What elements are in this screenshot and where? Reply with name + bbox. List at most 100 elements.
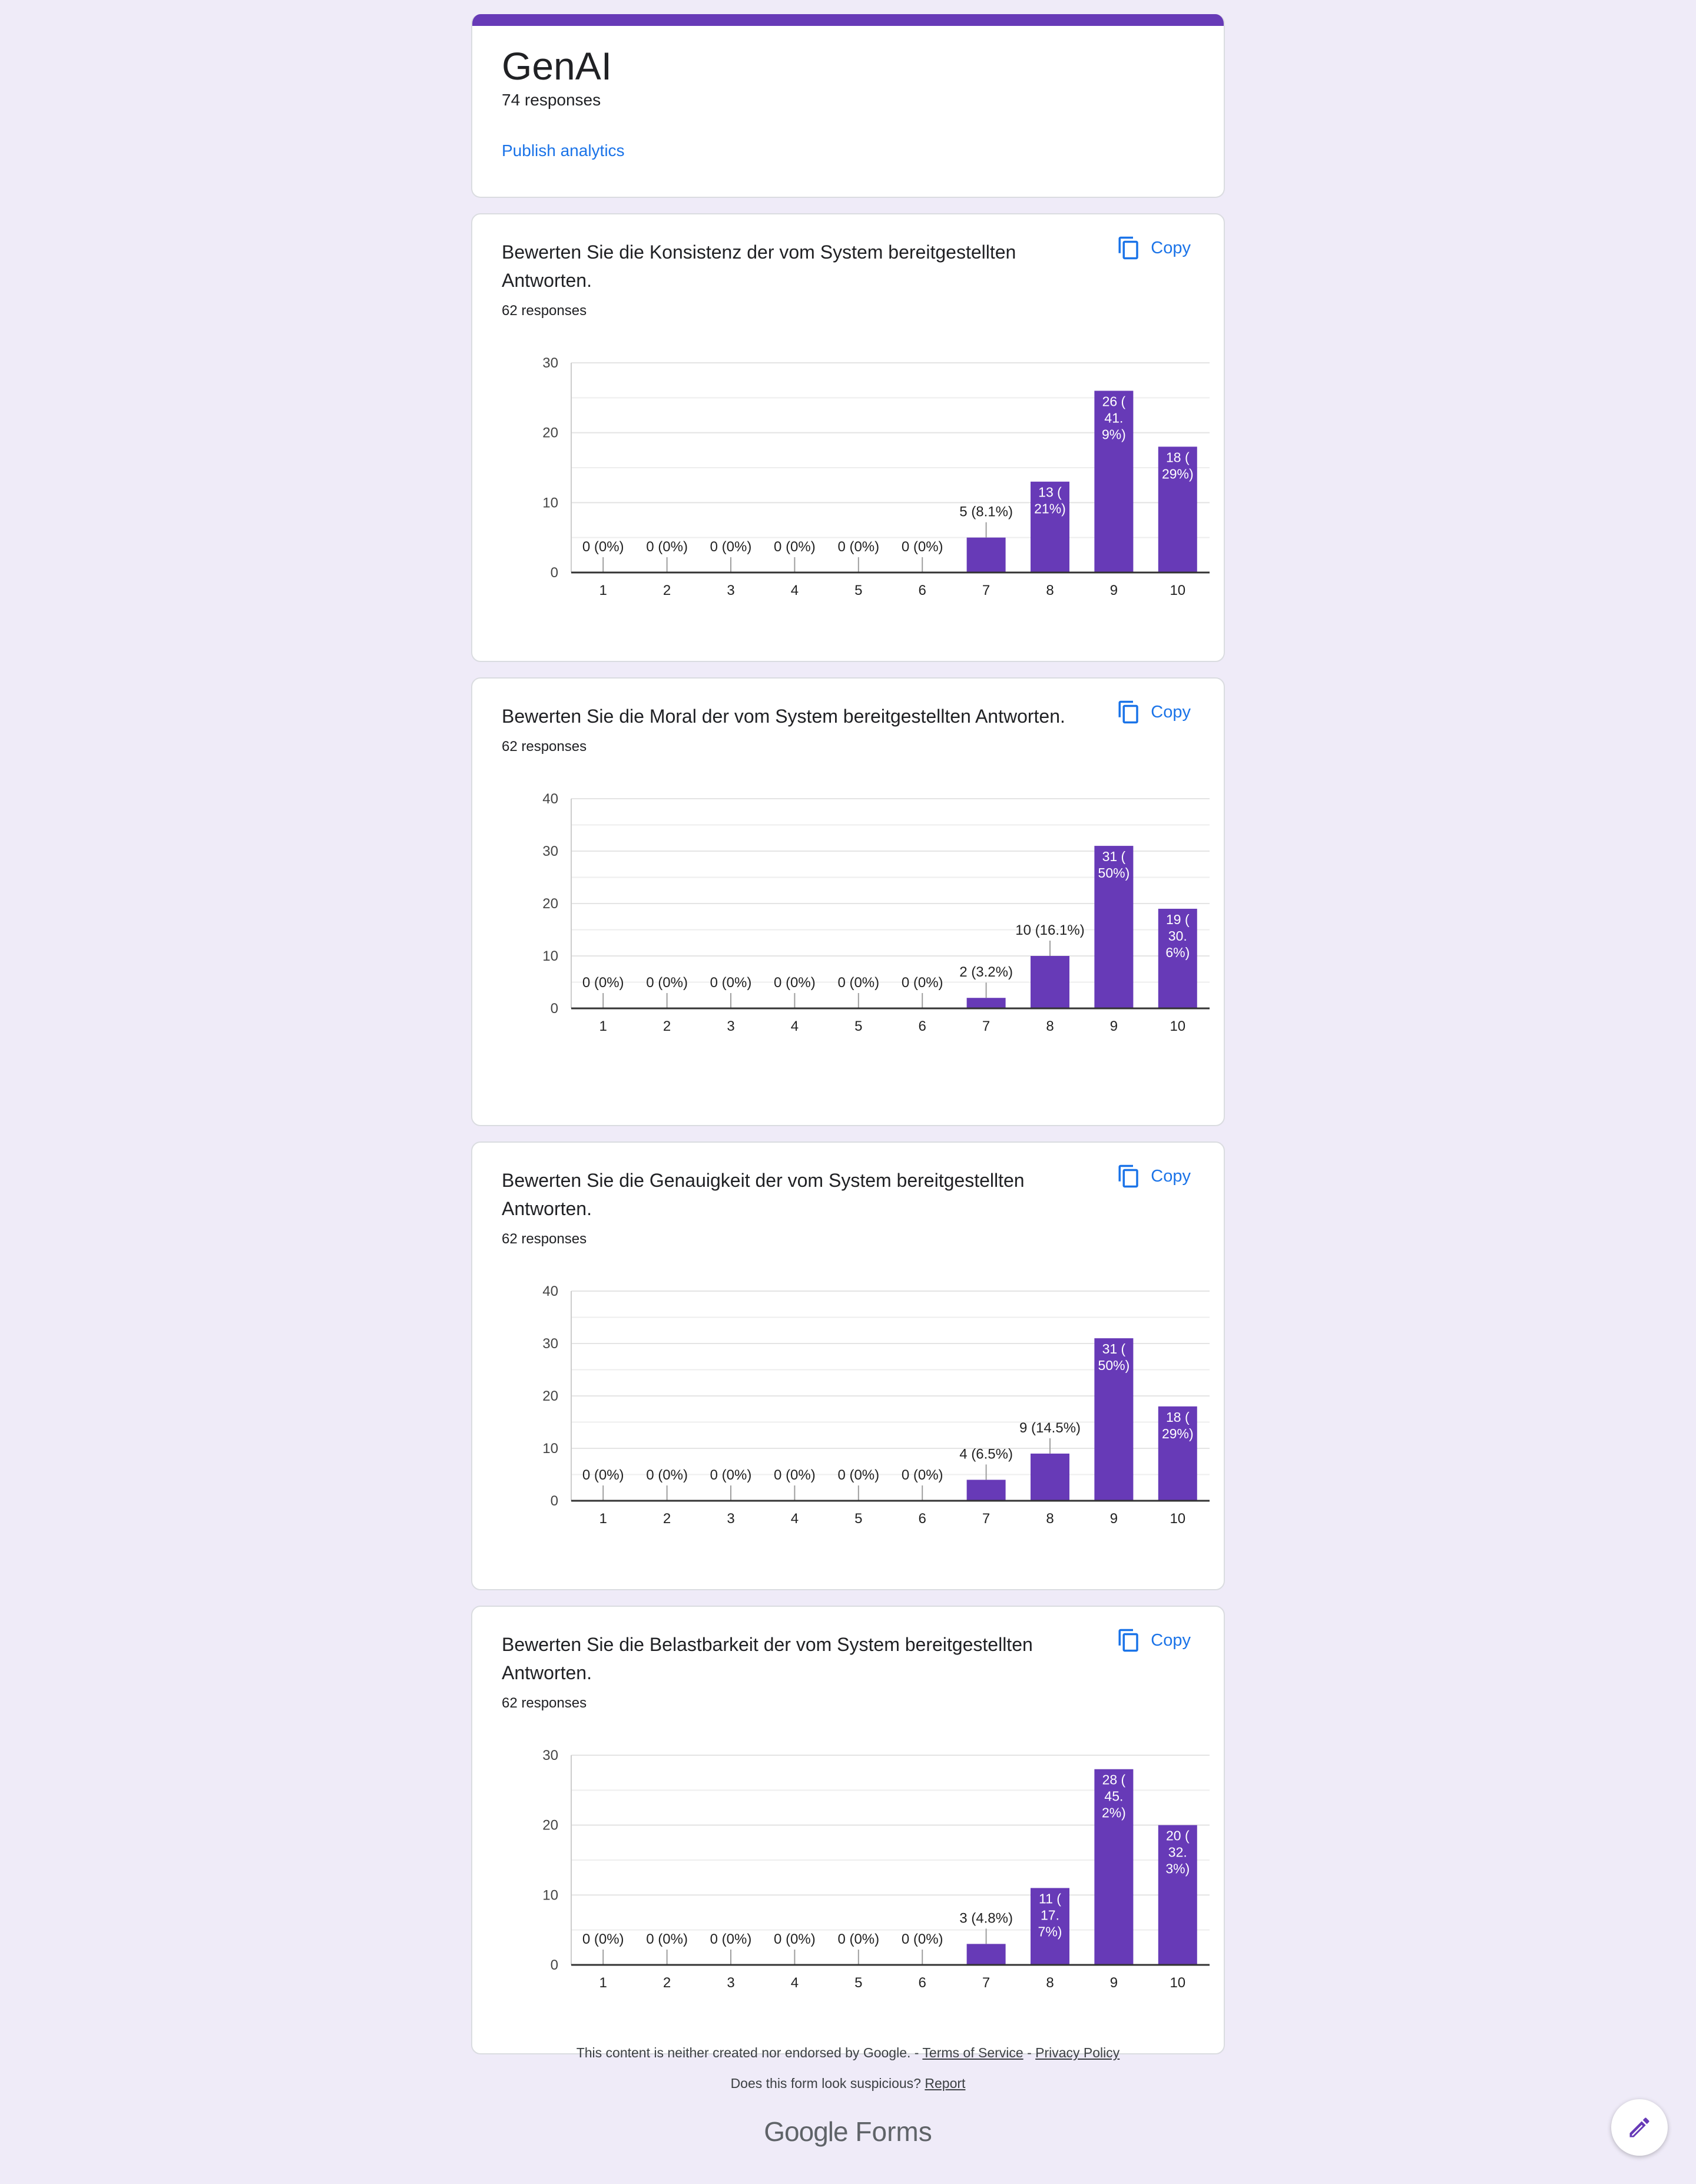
data-label: 0 (0%): [837, 539, 879, 555]
data-label: 29%): [1162, 1426, 1194, 1441]
data-label: 11 (: [1039, 1891, 1061, 1906]
question-card-1: Bewerten Sie die Konsistenz der vom Syst…: [471, 213, 1225, 662]
data-label: 3 (4.8%): [959, 1910, 1013, 1926]
copy-chart-button[interactable]: Copy: [1117, 236, 1191, 260]
question-card-2: Bewerten Sie die Moral der vom System be…: [471, 677, 1225, 1126]
data-label: 3%): [1165, 1861, 1190, 1877]
question-response-count: 62 responses: [502, 1231, 587, 1247]
x-tick-label: 1: [599, 1018, 607, 1034]
x-tick-label: 6: [919, 1511, 926, 1527]
copy-icon: [1118, 236, 1139, 260]
question-card-3: Bewerten Sie die Genauigkeit der vom Sys…: [471, 1141, 1225, 1590]
x-tick-label: 9: [1110, 1018, 1118, 1034]
publish-analytics-link[interactable]: Publish analytics: [502, 141, 625, 160]
bar: [1094, 1338, 1134, 1501]
x-tick-label: 7: [982, 1975, 990, 1991]
report-link[interactable]: Report: [925, 2076, 966, 2091]
bar: [1094, 391, 1134, 573]
data-label: 13 (: [1038, 485, 1062, 500]
question-title: Bewerten Sie die Konsistenz der vom Syst…: [502, 241, 1016, 291]
y-tick-label: 20: [542, 425, 558, 441]
data-label: 29%): [1162, 466, 1194, 481]
x-tick-label: 9: [1110, 1511, 1118, 1527]
bar: [1158, 1406, 1197, 1501]
y-tick-label: 20: [542, 896, 558, 912]
data-label: 6%): [1165, 945, 1190, 960]
x-tick-label: 2: [663, 1018, 671, 1034]
question-card-4: Bewerten Sie die Belastbarkeit der vom S…: [471, 1606, 1225, 2054]
bar: [1158, 446, 1197, 573]
bar: [966, 1944, 1006, 1965]
copy-icon: [1118, 1629, 1139, 1652]
question-title: Bewerten Sie die Moral der vom System be…: [502, 706, 1065, 727]
data-label: 0 (0%): [646, 1931, 688, 1947]
copy-label: Copy: [1151, 702, 1191, 722]
privacy-policy-link[interactable]: Privacy Policy: [1035, 2045, 1120, 2060]
data-label: 0 (0%): [710, 975, 752, 991]
bar-chart: 0 10 20 30 0 (0%) 1 0 (0%) 2 0 (0%) 3 0 (0%) 4 0 (0%…: [542, 1748, 1210, 1991]
copy-label: Copy: [1151, 1630, 1191, 1650]
x-tick-label: 9: [1110, 583, 1118, 598]
x-tick-label: 4: [791, 1018, 799, 1034]
x-tick-label: 2: [663, 583, 671, 598]
pencil-icon: [1629, 2117, 1649, 2137]
data-label: 0 (0%): [582, 1931, 624, 1947]
data-label: 30.: [1168, 928, 1187, 944]
data-label: 0 (0%): [774, 1467, 816, 1483]
x-tick-label: 1: [599, 1511, 607, 1527]
disclaimer-text: This content is neither created nor endo…: [576, 2045, 919, 2060]
data-label: 50%): [1098, 865, 1130, 881]
data-label: 20 (: [1166, 1828, 1190, 1844]
x-tick-label: 8: [1046, 583, 1054, 598]
data-label: 0 (0%): [902, 1467, 943, 1483]
y-tick-label: 0: [551, 1001, 558, 1017]
data-label: 2%): [1102, 1805, 1126, 1821]
bar: [1031, 481, 1069, 573]
terms-of-service-link[interactable]: Terms of Service: [922, 2045, 1023, 2060]
data-label: 21%): [1034, 501, 1066, 517]
data-label: 0 (0%): [710, 1467, 752, 1483]
data-label: 19 (: [1166, 912, 1190, 927]
bar-chart: 0 10 20 30 0 (0%) 1 0 (0%) 2 0 (0%) 3 0 (0%) 4 0 (0%…: [542, 355, 1210, 598]
copy-label: Copy: [1151, 1166, 1191, 1186]
question-title: Bewerten Sie die Belastbarkeit der vom S…: [502, 1634, 1033, 1683]
copy-icon: [1118, 1164, 1139, 1188]
bar: [966, 537, 1006, 573]
data-label: 0 (0%): [837, 1931, 879, 1947]
x-tick-label: 6: [919, 1018, 926, 1034]
y-tick-label: 20: [542, 1818, 558, 1834]
data-label: 41.: [1104, 410, 1123, 425]
data-label: 0 (0%): [646, 1467, 688, 1483]
copy-icon: [1118, 700, 1139, 724]
copy-chart-button[interactable]: Copy: [1117, 1164, 1191, 1189]
x-tick-label: 2: [663, 1511, 671, 1527]
form-header-card: GenAI 74 responses Publish analytics: [471, 14, 1225, 198]
y-tick-label: 10: [542, 1441, 558, 1457]
data-label: 0 (0%): [582, 975, 624, 991]
copy-chart-button[interactable]: Copy: [1117, 1628, 1191, 1653]
x-tick-label: 3: [727, 583, 734, 598]
question-title: Bewerten Sie die Genauigkeit der vom Sys…: [502, 1170, 1025, 1219]
x-tick-label: 3: [727, 1975, 734, 1991]
data-label: 17.: [1041, 1907, 1059, 1922]
y-tick-label: 30: [542, 1336, 558, 1352]
data-label: 0 (0%): [710, 539, 752, 555]
x-tick-label: 10: [1170, 583, 1185, 598]
data-label: 9%): [1102, 426, 1126, 442]
data-label: 0 (0%): [902, 539, 943, 555]
data-label: 0 (0%): [774, 1931, 816, 1947]
copy-chart-button[interactable]: Copy: [1117, 700, 1191, 724]
header-accent-bar: [472, 14, 1224, 26]
data-label: 28 (: [1102, 1772, 1126, 1788]
question-response-count: 62 responses: [502, 303, 587, 319]
x-tick-label: 4: [791, 1975, 799, 1991]
data-label: 18 (: [1166, 449, 1190, 465]
bar: [1158, 1825, 1197, 1965]
x-tick-label: 1: [599, 1975, 607, 1991]
edit-form-button[interactable]: [1611, 2099, 1668, 2156]
x-tick-label: 7: [982, 1018, 990, 1034]
x-tick-label: 5: [854, 583, 862, 598]
x-tick-label: 6: [919, 583, 926, 598]
data-label: 0 (0%): [582, 1467, 624, 1483]
data-label: 0 (0%): [902, 975, 943, 991]
